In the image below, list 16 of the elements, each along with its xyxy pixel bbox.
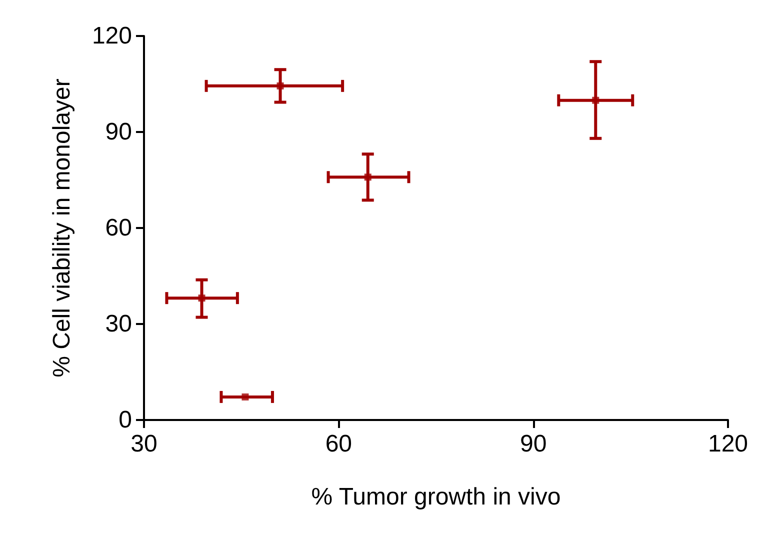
- y-tick-label: 60: [105, 214, 132, 242]
- point: [364, 174, 372, 181]
- point: [592, 96, 600, 104]
- y-tick-label: 120: [92, 22, 132, 50]
- point: [242, 393, 249, 400]
- x-axis-title: % Tumor growth in vivo: [311, 484, 561, 510]
- x-tick-label: 30: [130, 430, 158, 458]
- x-tick-label: 120: [708, 430, 748, 458]
- y-tick-label: 30: [105, 310, 132, 338]
- y-tick-label: 90: [105, 118, 132, 146]
- y-tick-label: 0: [118, 406, 132, 434]
- x-tick-label: 90: [520, 430, 547, 458]
- y-axis-title: % Cell viability in monolayer: [48, 78, 76, 378]
- point: [276, 82, 284, 90]
- point: [198, 294, 206, 302]
- x-tick-label: 60: [325, 430, 352, 458]
